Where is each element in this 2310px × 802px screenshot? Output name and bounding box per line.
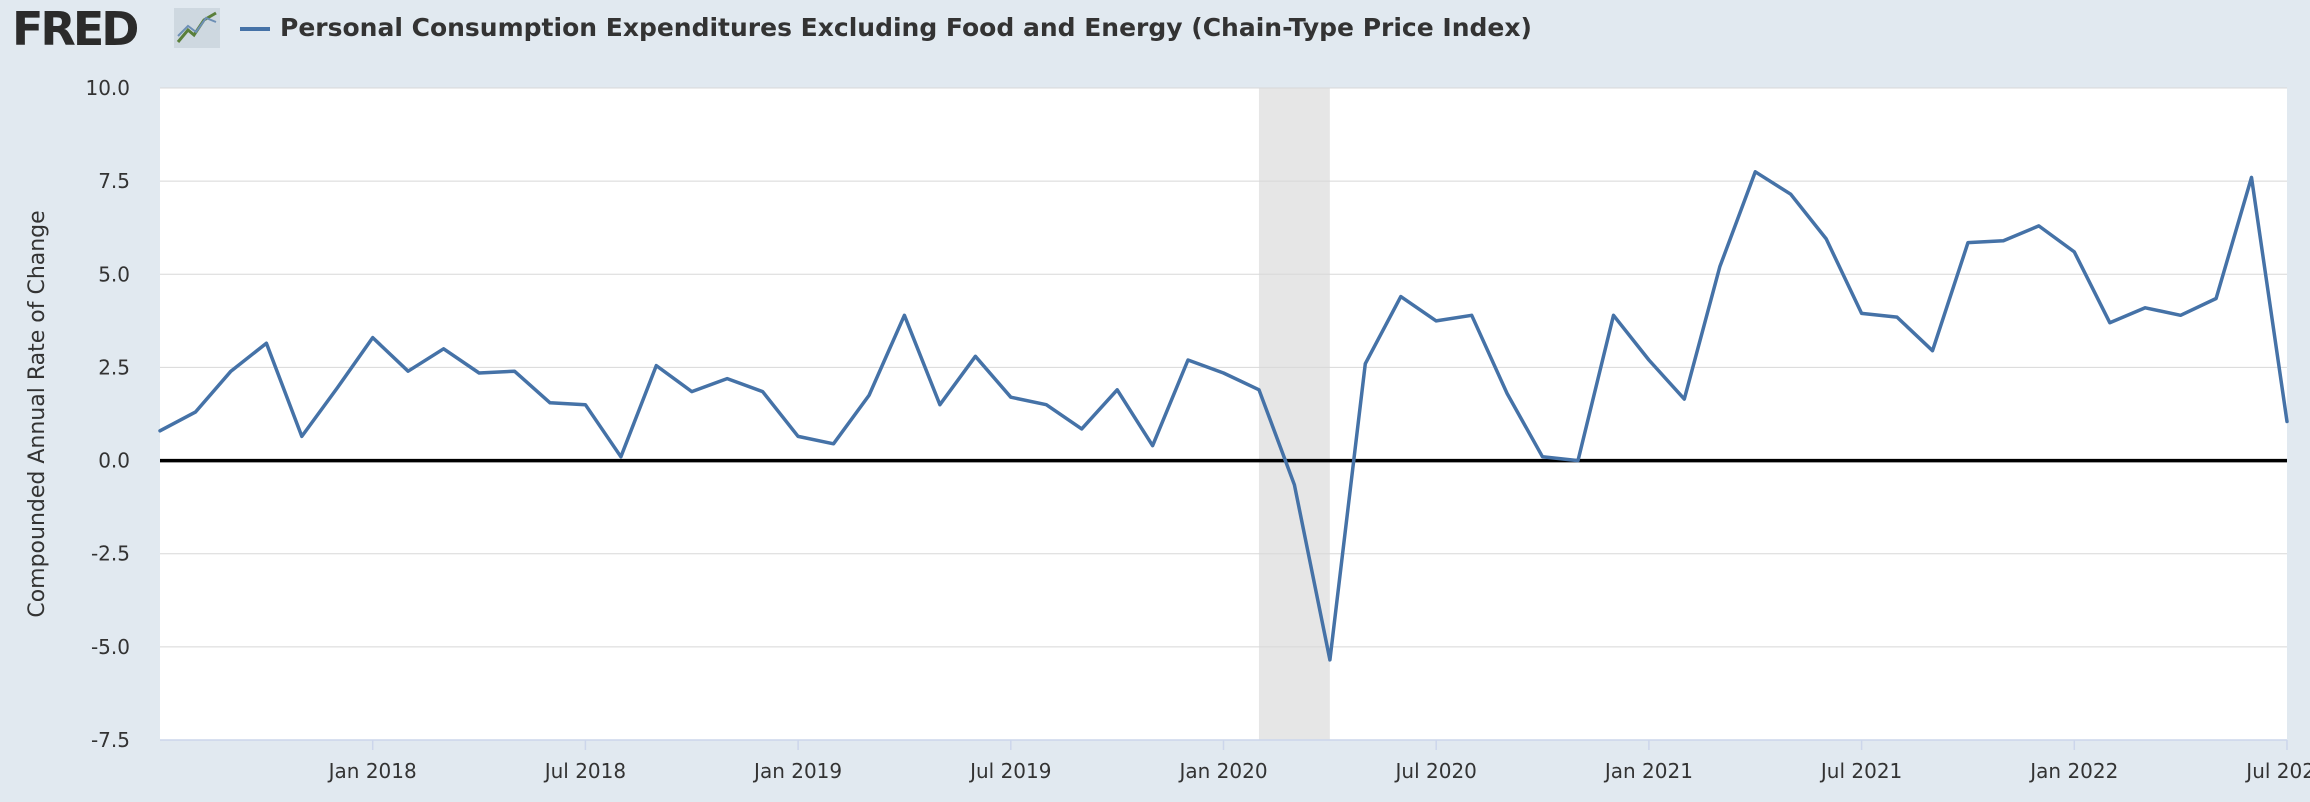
- legend-series-swatch: [240, 27, 270, 31]
- y-axis-label: Compounded Annual Rate of Change: [25, 210, 50, 617]
- x-tick-label: Jan 2018: [327, 759, 417, 783]
- x-tick-label: Jul 2019: [968, 759, 1051, 783]
- y-tick-label: -7.5: [91, 728, 130, 752]
- line-chart-icon: [174, 8, 220, 48]
- recession-shading: [1258, 88, 1330, 740]
- x-tick-label: Jul 2018: [543, 759, 626, 783]
- chart-title: Personal Consumption Expenditures Exclud…: [280, 13, 1532, 42]
- x-tick-label: Jan 2022: [2028, 759, 2118, 783]
- y-tick-label: 0.0: [98, 449, 130, 473]
- y-tick-label: -5.0: [91, 635, 130, 659]
- y-tick-label: 10.0: [85, 76, 130, 100]
- y-tick-label: 7.5: [98, 169, 130, 193]
- x-tick-label: Jul 2021: [1819, 759, 1902, 783]
- y-tick-label: 5.0: [98, 262, 130, 286]
- x-tick-label: Jan 2020: [1177, 759, 1267, 783]
- x-tick-label: Jul 2022: [2244, 759, 2310, 783]
- x-tick-label: Jan 2021: [1603, 759, 1693, 783]
- series-line: [158, 170, 2289, 662]
- x-tick-label: Jan 2019: [752, 759, 842, 783]
- x-tick-label: Jul 2020: [1394, 759, 1477, 783]
- y-tick-label: -2.5: [91, 542, 130, 566]
- fred-logo[interactable]: FRED: [12, 2, 139, 56]
- chart-header: FRED Personal Consumption Expenditures E…: [0, 0, 2310, 60]
- y-tick-label: 2.5: [98, 355, 130, 379]
- plot-area: [160, 88, 2287, 740]
